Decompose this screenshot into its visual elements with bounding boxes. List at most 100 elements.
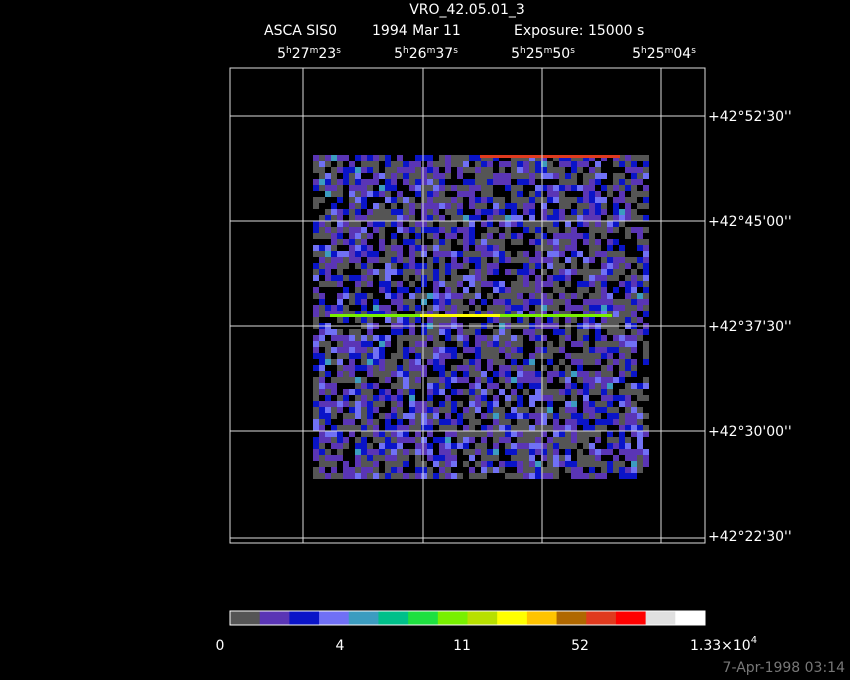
pixel: [337, 437, 343, 443]
pixel: [625, 305, 631, 311]
pixel: [385, 467, 391, 473]
pixel: [349, 293, 355, 299]
pixel: [577, 305, 583, 311]
pixel: [319, 251, 325, 257]
pixel: [505, 347, 511, 353]
pixel: [505, 443, 511, 449]
pixel: [355, 239, 361, 245]
pixel: [517, 431, 523, 437]
pixel: [457, 281, 463, 287]
pixel: [313, 197, 319, 203]
pixel: [517, 257, 523, 263]
pixel: [373, 359, 379, 365]
pixel: [625, 161, 631, 167]
pixel: [613, 419, 619, 425]
pixel: [553, 269, 559, 275]
colorbar-swatch: [556, 611, 587, 625]
pixel: [463, 431, 469, 437]
pixel: [481, 251, 487, 257]
pixel: [451, 407, 457, 413]
pixel: [541, 167, 547, 173]
pixel: [493, 395, 499, 401]
pixel: [427, 467, 433, 473]
pixel: [583, 341, 589, 347]
pixel: [637, 425, 643, 431]
pixel: [559, 233, 565, 239]
pixel: [427, 215, 433, 221]
pixel: [433, 191, 439, 197]
pixel: [361, 167, 367, 173]
pixel: [373, 221, 379, 227]
pixel: [613, 407, 619, 413]
colorbar-label: 4: [336, 638, 345, 654]
pixel: [415, 425, 421, 431]
pixel: [349, 407, 355, 413]
pixel: [355, 281, 361, 287]
pixel: [541, 443, 547, 449]
pixel: [511, 215, 517, 221]
pixel: [457, 227, 463, 233]
pixel: [565, 389, 571, 395]
pixel: [637, 155, 643, 161]
pixel: [391, 455, 397, 461]
pixel: [373, 431, 379, 437]
pixel: [427, 443, 433, 449]
pixel: [379, 401, 385, 407]
pixel: [619, 461, 625, 467]
pixel: [361, 191, 367, 197]
ra-unit: s: [691, 46, 696, 56]
pixel: [571, 197, 577, 203]
pixel: [571, 401, 577, 407]
pixel: [349, 401, 355, 407]
pixel: [595, 329, 601, 335]
pixel: [577, 377, 583, 383]
pixel: [457, 275, 463, 281]
pixel: [439, 251, 445, 257]
pixel: [511, 377, 517, 383]
pixel: [439, 317, 445, 323]
pixel: [541, 209, 547, 215]
pixel: [415, 353, 421, 359]
pixel: [487, 239, 493, 245]
pixel: [331, 335, 337, 341]
pixel: [505, 299, 511, 305]
pixel: [571, 389, 577, 395]
pixel: [367, 335, 373, 341]
pixel: [631, 173, 637, 179]
pixel: [583, 377, 589, 383]
pixel: [487, 353, 493, 359]
pixel: [367, 443, 373, 449]
pixel: [325, 227, 331, 233]
pixel: [355, 449, 361, 455]
pixel: [613, 185, 619, 191]
pixel: [355, 365, 361, 371]
pixel: [409, 347, 415, 353]
pixel: [403, 371, 409, 377]
pixel: [427, 269, 433, 275]
pixel: [619, 269, 625, 275]
ra-value: 50: [552, 46, 570, 62]
pixel: [439, 305, 445, 311]
pixel: [583, 443, 589, 449]
pixel: [439, 293, 445, 299]
pixel: [397, 419, 403, 425]
pixel: [415, 227, 421, 233]
pixel: [529, 263, 535, 269]
pixel: [331, 239, 337, 245]
pixel: [517, 407, 523, 413]
pixel: [631, 407, 637, 413]
pixel: [343, 473, 349, 479]
pixel: [607, 419, 613, 425]
pixel: [469, 155, 475, 161]
pixel: [313, 407, 319, 413]
pixel: [499, 347, 505, 353]
pixel: [337, 305, 343, 311]
pixel: [481, 197, 487, 203]
pixel: [331, 251, 337, 257]
pixel: [487, 269, 493, 275]
pixel: [451, 335, 457, 341]
pixel: [469, 191, 475, 197]
pixel: [319, 377, 325, 383]
pixel: [367, 455, 373, 461]
pixel: [643, 263, 649, 269]
